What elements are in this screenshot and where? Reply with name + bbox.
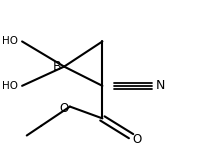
Text: O: O (132, 133, 141, 146)
Text: O: O (60, 102, 69, 115)
Text: HO: HO (2, 36, 18, 46)
Text: N: N (156, 79, 165, 92)
Text: HO: HO (2, 81, 18, 91)
Text: B: B (53, 60, 62, 73)
